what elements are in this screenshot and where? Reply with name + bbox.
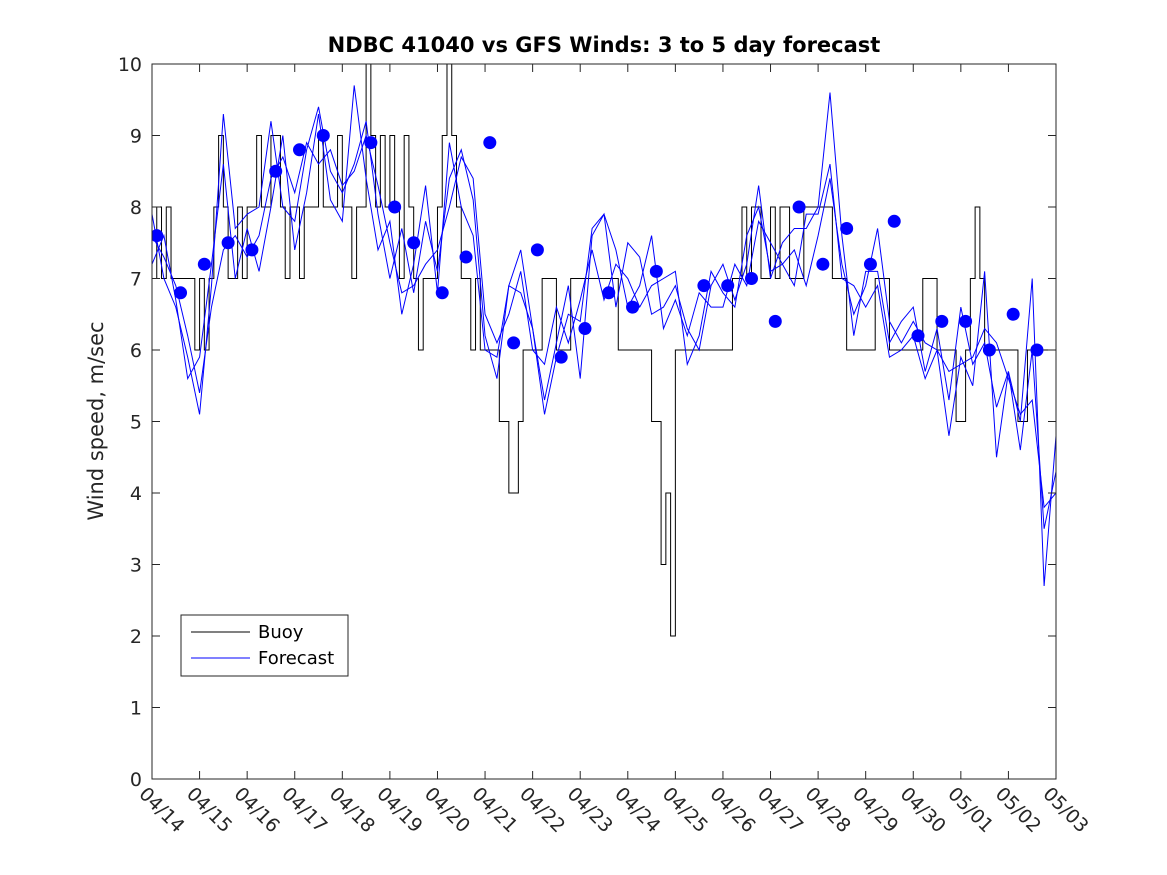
forecast-marker-point [578, 322, 592, 336]
y-tick-label: 6 [130, 340, 142, 362]
x-tick-label: 04/17 [277, 783, 331, 837]
y-tick-label: 4 [130, 483, 142, 505]
x-tick-label: 04/27 [753, 783, 807, 837]
forecast-marker-point [530, 243, 544, 257]
y-axis-label: Wind speed, m/sec [84, 321, 108, 520]
forecast-marker-point [245, 243, 259, 257]
x-tick-label: 05/01 [943, 783, 997, 837]
forecast-marker-point [911, 329, 925, 343]
y-tick-label: 7 [130, 269, 142, 291]
x-tick-label: 04/21 [468, 783, 522, 837]
y-tick-label: 3 [130, 555, 142, 577]
forecast-marker-point [507, 336, 521, 350]
forecast-marker-point [649, 264, 663, 278]
x-tick-label: 04/19 [372, 783, 426, 837]
legend-buoy-label: Buoy [258, 622, 304, 643]
forecast-marker-point [792, 200, 806, 214]
forecast-marker-point [554, 350, 568, 364]
x-tick-label: 04/24 [610, 783, 664, 837]
forecast-marker-point [388, 200, 402, 214]
forecast-marker-point [982, 343, 996, 357]
forecast-marker-point [435, 286, 449, 300]
legend: Buoy Forecast [180, 614, 349, 677]
forecast-marker-point [174, 286, 188, 300]
y-tick-label: 8 [130, 197, 142, 219]
x-tick-label: 04/26 [705, 783, 759, 837]
forecast-marker-point [407, 236, 421, 250]
x-tick-label: 04/14 [134, 783, 188, 837]
forecast-marker-point [316, 129, 330, 142]
y-tick-label: 5 [130, 412, 142, 434]
x-tick-label: 04/22 [515, 783, 569, 837]
forecast-marker-point [768, 314, 782, 328]
forecast-marker-point [626, 300, 640, 314]
x-tick-label: 04/30 [896, 783, 950, 837]
x-tick-label: 04/23 [563, 783, 617, 837]
x-tick-label: 05/03 [1038, 783, 1092, 837]
forecast-marker-point [197, 257, 211, 271]
x-tick-label: 04/20 [420, 783, 474, 837]
forecast-marker-point [744, 272, 758, 285]
forecast-marker-point [721, 279, 735, 293]
x-tick-label: 04/25 [658, 783, 712, 837]
x-tick-label: 04/18 [325, 783, 379, 837]
forecast-marker-point [935, 314, 949, 328]
forecast-marker-point [221, 236, 235, 250]
x-tick-label: 04/15 [182, 783, 236, 837]
y-tick-label: 9 [130, 126, 142, 148]
x-tick-label: 04/29 [848, 783, 902, 837]
forecast-marker-point [483, 136, 497, 150]
buoy-series-line [152, 64, 1056, 637]
forecast-marker-point [887, 214, 901, 228]
forecast-marker-point [816, 257, 830, 271]
forecast-marker-point [459, 250, 473, 264]
forecast-marker-point [1006, 307, 1020, 321]
chart-title: NDBC 41040 vs GFS Winds: 3 to 5 day fore… [328, 33, 881, 57]
x-axis: 04/1404/1504/1604/1704/1804/1904/2004/21… [134, 64, 1093, 837]
y-tick-label: 1 [130, 698, 142, 720]
forecast-series-line-2 [152, 85, 1056, 529]
forecast-marker-point [269, 164, 283, 178]
forecast-marker-point [959, 314, 973, 328]
y-tick-label: 0 [130, 769, 142, 791]
forecast-marker-point [840, 221, 854, 235]
forecast-series-line-1 [152, 133, 1056, 509]
legend-box [180, 614, 349, 677]
forecast-marker-point [364, 136, 378, 150]
legend-forecast-label: Forecast [258, 648, 334, 669]
forecast-marker-point [863, 257, 877, 271]
forecast-marker-point [697, 279, 711, 293]
forecast-marker-point [292, 143, 306, 157]
forecast-series-line-3 [152, 106, 1056, 586]
forecast-marker-point [1030, 343, 1044, 357]
forecast-marker-point [152, 229, 164, 243]
y-tick-label: 10 [118, 54, 142, 76]
x-tick-label: 04/28 [801, 783, 855, 837]
y-tick-label: 2 [130, 626, 142, 648]
x-tick-label: 04/16 [230, 783, 284, 837]
forecast-marker-point [602, 286, 616, 300]
y-axis: 0 1 2 3 4 5 6 7 8 9 10 [118, 54, 1056, 791]
x-tick-label: 05/02 [991, 783, 1045, 837]
